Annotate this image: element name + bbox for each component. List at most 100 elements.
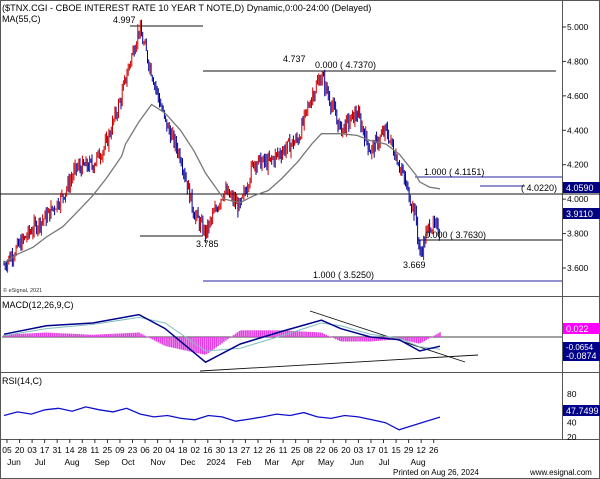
x-day-label: 01	[379, 445, 389, 455]
macd-hist-bar	[327, 335, 329, 337]
x-day-label: 26	[266, 445, 276, 455]
macd-hist-bar	[282, 330, 285, 337]
macd-hist-bar	[86, 334, 88, 337]
macd-hist-bar	[117, 333, 119, 337]
footer-date: Printed on Aug 26, 2024	[393, 468, 479, 477]
macd-hist-bar	[7, 334, 9, 337]
macd-hist-bar	[205, 337, 208, 355]
price-badge-4059-text: 4.0590	[566, 183, 594, 193]
macd-title: MACD(12,26,9,C)	[2, 300, 74, 310]
macd-hist-bar	[400, 337, 403, 340]
macd-hist-bar	[423, 337, 426, 341]
macd-hist-bar	[429, 337, 432, 338]
macd-hist-bar	[404, 337, 407, 341]
macd-hist-bar	[254, 330, 256, 337]
macd-hist-bar	[36, 333, 38, 337]
rsi-title: RSI(14,C)	[2, 376, 42, 386]
macd-hist-bar	[344, 337, 347, 342]
x-month-label: Apr	[291, 457, 304, 467]
x-month-label: Nov	[150, 457, 166, 467]
macd-hist-bar	[232, 335, 235, 337]
annotation-3785: 3.785	[196, 239, 219, 249]
macd-hist-bar	[107, 334, 109, 337]
macd-hist-bar	[64, 333, 67, 337]
macd-hist-bar	[122, 333, 125, 337]
macd-hist-bar	[317, 332, 320, 337]
x-month-label: Sep	[94, 457, 109, 467]
macd-hist-bar	[421, 337, 424, 343]
macd-hist-bar	[24, 333, 26, 337]
macd-hist-bar	[435, 334, 437, 337]
macd-hist-bar	[219, 337, 221, 345]
macd-hist-bar	[95, 334, 98, 337]
x-month-label: Dec	[180, 457, 196, 467]
macd-hist-bar	[153, 337, 156, 341]
x-axis-days: 05 20 03 17 31 14 28 11 25 09 23 06 20 04 18 02 16 30 13 27…	[2, 439, 439, 455]
x-day-label: 12	[416, 445, 426, 455]
macd-hist-bar	[59, 333, 61, 337]
ma55-line	[3, 103, 441, 264]
price-badge-3911: 3.9110	[563, 208, 600, 219]
macd-hist-bar	[298, 331, 300, 337]
macd-hist-bar	[30, 333, 32, 337]
macd-hist-bar	[325, 334, 327, 337]
macd-hist-bar	[265, 330, 268, 337]
macd-badge-macd-text: -0.0654	[566, 343, 594, 352]
macd-hist-bar	[14, 334, 17, 337]
copyright-text: © eSignal, 2021	[3, 287, 42, 294]
macd-hist-bar	[157, 337, 160, 343]
x-day-label: 20	[341, 445, 351, 455]
x-day-label: 11	[90, 445, 99, 455]
macd-hist-bar	[304, 331, 306, 337]
macd-hist-bar	[190, 337, 192, 352]
x-day-label: 30	[216, 445, 226, 455]
macd-trend-lower	[199, 354, 479, 372]
x-day-label: 31	[52, 445, 62, 455]
fib-label-0-4737: 0.000 ( 4.7370)	[315, 60, 376, 70]
x-day-label: 15	[391, 445, 401, 455]
macd-hist-bar	[364, 337, 366, 342]
macd-hist-bar	[12, 334, 15, 337]
macd-hist-bar	[72, 333, 75, 337]
macd-hist-bar	[45, 332, 48, 337]
macd-hist-bar	[308, 331, 310, 337]
macd-hist-bar	[410, 337, 412, 342]
macd-hist-bar	[186, 337, 189, 351]
macd-hist-bar	[354, 337, 356, 342]
x-day-label: 05	[2, 445, 12, 455]
macd-hist-bar	[362, 337, 364, 342]
macd-hist-bar	[369, 337, 372, 342]
macd-hist-bar	[338, 337, 341, 341]
macd-hist-bar	[311, 332, 314, 337]
macd-hist-bar	[78, 334, 80, 337]
x-day-label: 03	[27, 445, 37, 455]
macd-hist-bar	[176, 337, 179, 349]
macd-hist-bar	[188, 337, 190, 352]
macd-hist-bar	[230, 336, 233, 337]
macd-hist-bar	[248, 330, 250, 337]
macd-hist-bar	[109, 333, 111, 337]
macd-hist-bar	[302, 331, 304, 337]
x-month-label: Jul	[379, 457, 390, 467]
macd-hist-bar	[337, 337, 339, 341]
macd-hist-bar	[66, 333, 69, 337]
macd-badge-hist-text: 0.022	[566, 324, 589, 334]
macd-hist-bar	[115, 333, 117, 337]
macd-hist-bar	[259, 330, 262, 337]
macd-hist-bar	[240, 330, 243, 337]
x-month-label: Oct	[121, 457, 135, 467]
rsi-badge: 47.7499	[563, 405, 600, 416]
macd-hist-bar	[279, 330, 281, 337]
macd-hist-bar	[119, 333, 121, 337]
macd-hist-bar	[165, 337, 167, 347]
level-label-4022: ( 4.0220)	[521, 183, 557, 193]
macd-hist-bar	[201, 337, 204, 355]
macd-hist-bar	[408, 337, 410, 342]
x-day-label: 03	[354, 445, 364, 455]
x-day-label: 13	[228, 445, 238, 455]
x-day-label: 02	[191, 445, 201, 455]
macd-hist-bar	[198, 337, 200, 354]
macd-hist-bar	[203, 337, 206, 355]
